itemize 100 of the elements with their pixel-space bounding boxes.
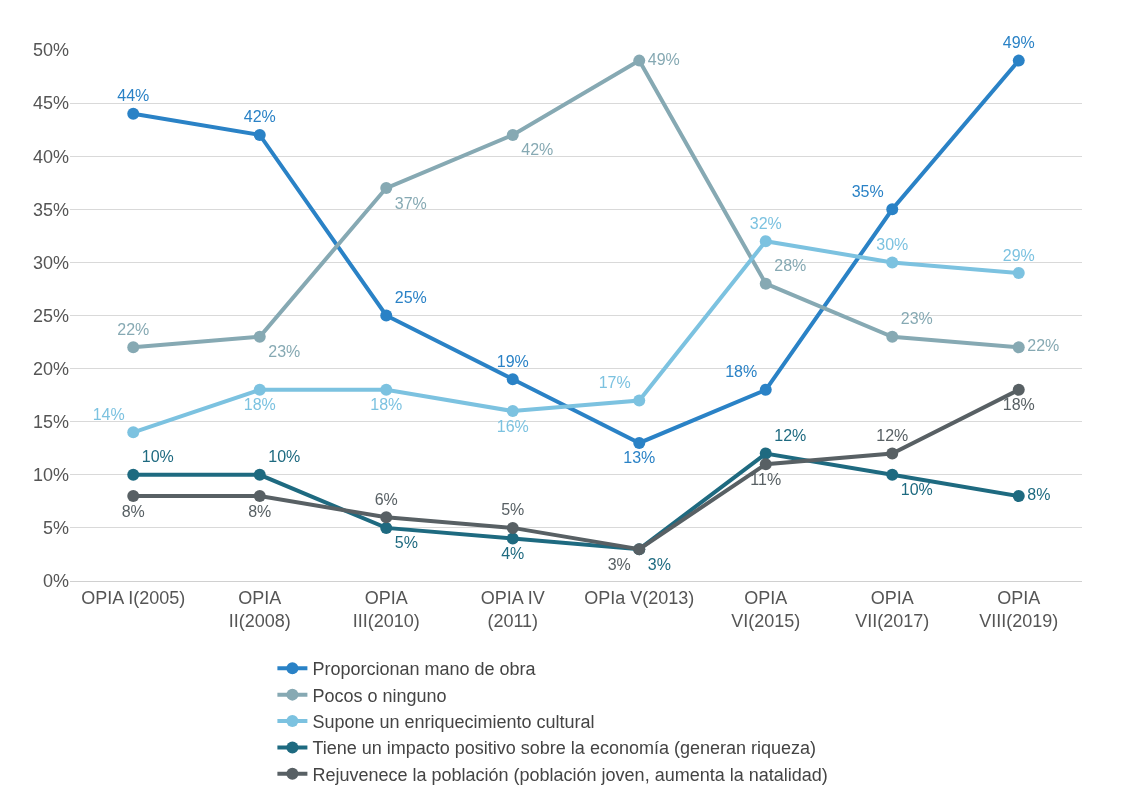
y-tick-label: 25% bbox=[32, 305, 69, 326]
point bbox=[506, 373, 519, 386]
point bbox=[127, 341, 140, 354]
x-tick-label: OPIA VI(2015) bbox=[731, 587, 801, 631]
data-label: 42% bbox=[243, 108, 276, 126]
point bbox=[633, 436, 646, 449]
point bbox=[1012, 383, 1025, 396]
point bbox=[380, 383, 393, 396]
point bbox=[506, 405, 519, 418]
data-label: 10% bbox=[268, 448, 301, 466]
point bbox=[886, 256, 899, 269]
point bbox=[886, 468, 899, 481]
data-label: 11% bbox=[750, 470, 782, 488]
point bbox=[380, 521, 393, 534]
point bbox=[886, 330, 899, 343]
point bbox=[506, 521, 519, 534]
point bbox=[380, 182, 393, 195]
point bbox=[506, 532, 519, 545]
data-label: 22% bbox=[117, 320, 150, 338]
data-label: 49% bbox=[647, 50, 680, 68]
point bbox=[633, 54, 646, 67]
legend-label: Tiene un impacto positivo sobre la economía (generan riqueza) bbox=[312, 738, 817, 759]
data-label: 8% bbox=[1027, 486, 1051, 504]
point bbox=[253, 128, 266, 141]
data-label: 29% bbox=[1002, 246, 1035, 264]
x-tick-label: OPIA VII(2017) bbox=[855, 587, 930, 631]
data-label: 32% bbox=[749, 214, 782, 232]
data-label: 19% bbox=[496, 352, 529, 370]
point bbox=[127, 107, 140, 120]
point bbox=[253, 490, 266, 503]
point bbox=[759, 277, 772, 290]
data-label: 49% bbox=[1002, 34, 1035, 52]
y-tick-label: 10% bbox=[32, 465, 69, 486]
data-label: 4% bbox=[501, 545, 525, 563]
y-tick-label: 35% bbox=[32, 199, 69, 220]
point bbox=[759, 383, 772, 396]
x-tick-label: OPIA III(2010) bbox=[352, 587, 420, 631]
data-label: 17% bbox=[598, 373, 631, 391]
x-tick-label: OPIA II(2008) bbox=[228, 587, 291, 631]
data-label: 14% bbox=[92, 405, 125, 423]
data-label: 18% bbox=[243, 396, 276, 414]
legend-label: Supone un enriquecimiento cultural bbox=[312, 712, 595, 733]
x-tick-label: OPIa V(2013) bbox=[584, 587, 695, 608]
data-label: 23% bbox=[900, 310, 933, 328]
data-label: 8% bbox=[248, 502, 272, 520]
data-label: 30% bbox=[876, 235, 909, 253]
y-tick-label: 30% bbox=[32, 252, 69, 273]
point bbox=[127, 426, 140, 439]
x-tick-label: OPIA VIII(2019) bbox=[979, 587, 1059, 631]
data-label: 10% bbox=[141, 448, 174, 466]
data-label: 6% bbox=[374, 490, 398, 508]
legend-label: Rejuvenece la población (población joven, aumenta la natalidad) bbox=[312, 764, 828, 785]
data-label: 13% bbox=[623, 449, 656, 467]
data-label: 5% bbox=[501, 501, 525, 519]
y-tick-label: 15% bbox=[32, 412, 69, 432]
data-label: 18% bbox=[725, 363, 758, 381]
point bbox=[759, 458, 772, 471]
y-tick-label: 0% bbox=[42, 571, 69, 592]
data-label: 12% bbox=[774, 427, 807, 445]
legend-label: Pocos o ninguno bbox=[312, 685, 447, 706]
data-label: 16% bbox=[496, 417, 529, 435]
y-tick-label: 45% bbox=[32, 93, 69, 114]
point bbox=[506, 128, 519, 141]
y-tick-label: 5% bbox=[42, 518, 69, 539]
point bbox=[886, 203, 899, 216]
point bbox=[253, 383, 266, 396]
legend-label: Proporcionan mano de obra bbox=[312, 659, 537, 680]
y-tick-label: 20% bbox=[32, 358, 69, 379]
data-label: 3% bbox=[607, 555, 631, 573]
point bbox=[759, 235, 772, 248]
x-tick-label: OPIA IV (2011) bbox=[480, 587, 545, 631]
data-label: 23% bbox=[268, 343, 301, 361]
point bbox=[759, 447, 772, 460]
point bbox=[127, 468, 140, 481]
point bbox=[380, 309, 393, 322]
data-label: 5% bbox=[394, 534, 418, 552]
point bbox=[253, 468, 266, 481]
y-tick-label: 50% bbox=[32, 40, 69, 61]
data-label: 25% bbox=[394, 289, 427, 306]
point bbox=[633, 394, 646, 407]
data-label: 28% bbox=[774, 257, 807, 275]
point bbox=[1012, 490, 1025, 503]
data-label: 18% bbox=[370, 396, 403, 414]
data-label: 8% bbox=[121, 502, 145, 520]
point bbox=[1012, 267, 1025, 280]
point bbox=[253, 330, 266, 343]
point bbox=[1012, 341, 1025, 354]
x-tick-label: OPIA I(2005) bbox=[81, 587, 186, 608]
point bbox=[380, 511, 393, 524]
data-label: 42% bbox=[521, 141, 554, 159]
data-label: 18% bbox=[1002, 396, 1035, 414]
data-label: 3% bbox=[647, 555, 671, 573]
data-label: 22% bbox=[1027, 337, 1060, 355]
data-label: 44% bbox=[117, 87, 150, 105]
data-label: 10% bbox=[900, 481, 933, 499]
point bbox=[886, 447, 899, 460]
point bbox=[1012, 54, 1025, 67]
data-label: 35% bbox=[851, 182, 884, 200]
data-label: 12% bbox=[876, 427, 909, 445]
data-label: 37% bbox=[394, 194, 427, 212]
